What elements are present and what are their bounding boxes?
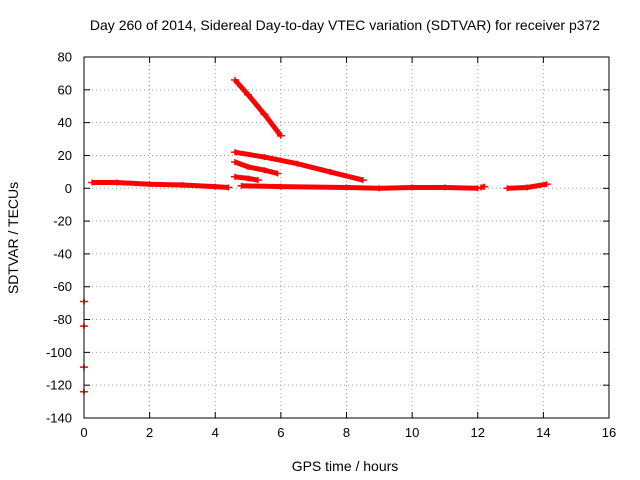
- y-tick-label: -20: [53, 214, 72, 229]
- series-line: [233, 78, 283, 138]
- x-tick-label: 12: [471, 425, 485, 440]
- x-tick-label: 2: [146, 425, 153, 440]
- chart-title: Day 260 of 2014, Sidereal Day-to-day VTE…: [90, 17, 600, 33]
- y-axis-label: SDTVAR / TECUs: [5, 182, 21, 294]
- x-axis-label: GPS time / hours: [292, 458, 399, 474]
- series-track-1: [88, 179, 233, 191]
- y-tick-label: -60: [53, 279, 72, 294]
- y-tick-label: 20: [58, 148, 72, 163]
- y-tick-label: 60: [58, 82, 72, 97]
- series-track-8: [503, 181, 551, 192]
- y-tick-label: -100: [46, 345, 72, 360]
- y-axis-ticks: -140 -120 -100 -80 -60 -40 -20 0 20 40 60 80: [46, 50, 609, 426]
- y-tick-label: 80: [58, 50, 72, 65]
- series-track-4: [230, 159, 282, 177]
- x-tick-label: 8: [343, 425, 350, 440]
- series-track-6: [237, 182, 482, 192]
- y-tick-label: -140: [46, 411, 72, 426]
- x-tick-label: 16: [602, 425, 616, 440]
- y-tick-label: 0: [65, 181, 72, 196]
- data-series: [80, 76, 551, 395]
- series-track-5: [230, 173, 262, 184]
- series-track-2: [230, 76, 285, 139]
- y-tick-label: -120: [46, 378, 72, 393]
- grid-lines: [84, 57, 609, 418]
- x-axis-ticks: 0 2 4 6 8 10 12 14 16: [80, 57, 616, 440]
- x-tick-label: 0: [80, 425, 87, 440]
- x-tick-label: 4: [212, 425, 219, 440]
- series-track-7: [477, 183, 489, 191]
- x-tick-label: 14: [536, 425, 550, 440]
- x-tick-label: 10: [405, 425, 419, 440]
- series-line: [92, 180, 229, 190]
- series-track-3: [230, 149, 367, 184]
- x-tick-label: 6: [277, 425, 284, 440]
- y-tick-label: 40: [58, 115, 72, 130]
- y-tick-label: -40: [53, 246, 72, 261]
- y-tick-label: -80: [53, 312, 72, 327]
- series-line: [234, 159, 279, 176]
